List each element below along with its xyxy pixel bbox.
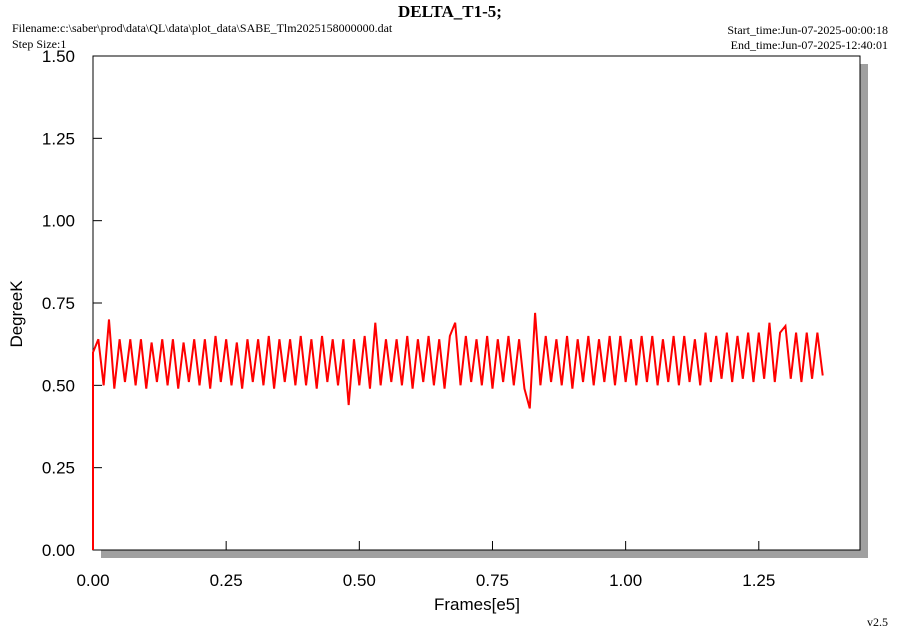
chart-title: DELTA_T1-5; (398, 2, 502, 21)
y-tick-label: 0.25 (42, 459, 75, 478)
start-time: Start_time:Jun-07-2025-00:00:18 (727, 23, 888, 37)
x-axis-label: Frames[e5] (434, 595, 520, 614)
y-tick-label: 1.50 (42, 47, 75, 66)
step-size: Step Size:1 (12, 37, 66, 51)
y-tick-label: 0.00 (42, 541, 75, 560)
y-tick-label: 1.00 (42, 212, 75, 231)
x-tick-label: 1.00 (609, 571, 642, 590)
x-tick-label: 0.00 (76, 571, 109, 590)
filename: Filename:c:\saber\prod\data\QL\data\plot… (12, 21, 393, 35)
data-line (92, 312, 824, 550)
y-tick-label: 0.50 (42, 376, 75, 395)
version: v2.5 (867, 615, 888, 629)
x-tick-label: 1.25 (742, 571, 775, 590)
y-axis-label: DegreeK (7, 280, 26, 348)
y-tick-label: 1.25 (42, 129, 75, 148)
x-tick-label: 0.75 (476, 571, 509, 590)
y-tick-label: 0.75 (42, 294, 75, 313)
plot-area (92, 55, 861, 551)
end-time: End_time:Jun-07-2025-12:40:01 (731, 38, 888, 52)
x-tick-label: 0.25 (210, 571, 243, 590)
x-tick-label: 0.50 (343, 571, 376, 590)
